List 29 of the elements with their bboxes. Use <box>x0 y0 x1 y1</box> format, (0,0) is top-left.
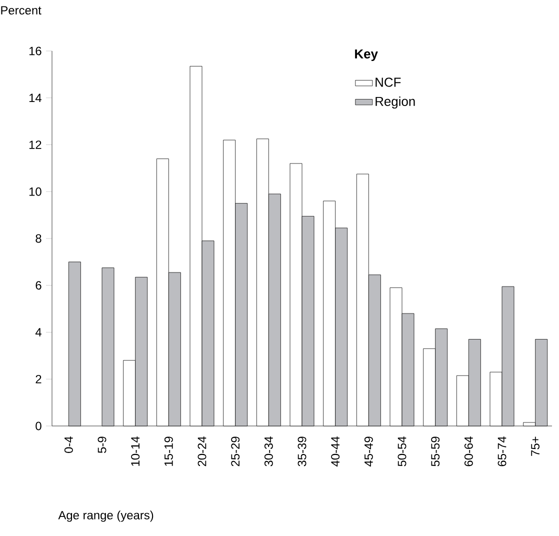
x-tick-label: 40-44 <box>331 436 340 466</box>
x-tick-label: 55-59 <box>431 436 440 466</box>
x-tick-label: 65-74 <box>498 436 506 466</box>
y-axis-title: Percent <box>1 6 42 15</box>
y-tick-label: 8 <box>36 234 42 243</box>
x-tick-label: 50-54 <box>398 436 406 466</box>
x-axis-title: Age range (years) <box>58 510 154 522</box>
x-tick-label: 60-64 <box>464 436 473 466</box>
x-tick-label: 15-19 <box>164 436 173 466</box>
x-tick-label: 0-4 <box>64 436 73 453</box>
legend-label: Region <box>376 96 415 109</box>
legend-title: Key <box>355 49 378 62</box>
x-tick-label: 75+ <box>531 436 540 456</box>
x-tick-label: 20-24 <box>198 436 206 466</box>
y-tick-label: 0 <box>36 422 42 430</box>
legend-label: NCF <box>376 78 401 87</box>
x-tick-label: 10-14 <box>131 436 140 466</box>
y-tick-label: 12 <box>29 140 42 149</box>
y-tick-label: 10 <box>29 187 42 196</box>
y-tick-label: 2 <box>36 374 42 384</box>
x-tick-label: 45-49 <box>364 436 373 466</box>
y-tick-label: 16 <box>29 46 42 56</box>
y-tick-label: 14 <box>29 94 42 102</box>
y-tick-label: 6 <box>36 281 42 290</box>
x-tick-label: 35-39 <box>298 436 306 466</box>
x-tick-label: 30-34 <box>264 436 273 466</box>
x-tick-label: 5-9 <box>98 436 106 453</box>
x-tick-label: 25-29 <box>231 436 240 466</box>
y-tick-label: 4 <box>35 328 42 336</box>
